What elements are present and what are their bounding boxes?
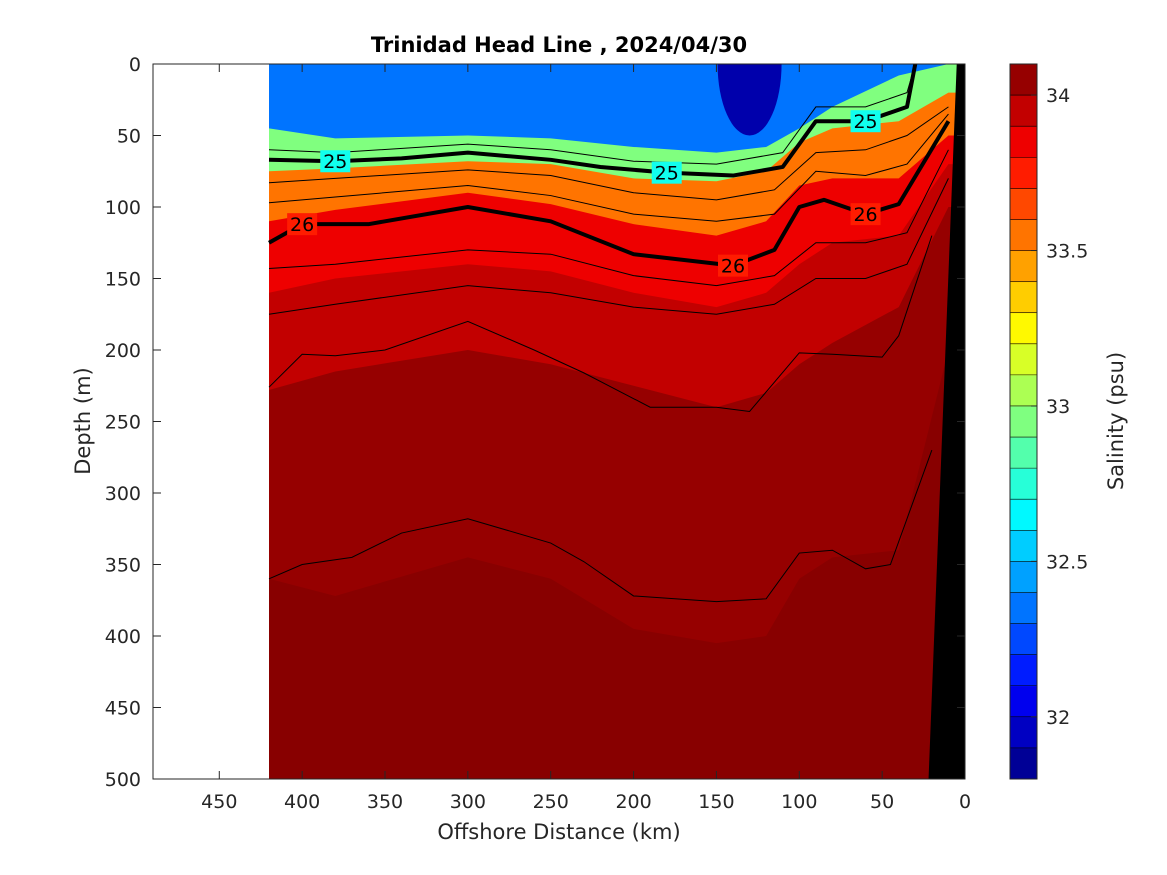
colorbar-level: [1010, 374, 1037, 407]
thin-contour-line: [268, 235, 933, 413]
contour-label: 26: [290, 214, 314, 236]
x-tick-label: 250: [533, 791, 569, 813]
colorbar-level: [1010, 281, 1037, 314]
x-tick-label: 450: [201, 791, 237, 813]
contour-label-bg: [850, 203, 881, 226]
colorbar-level: [1010, 499, 1037, 531]
colorbar-level: [1010, 685, 1037, 718]
colorbar-tick-label: 34: [1046, 85, 1070, 107]
y-tick-label: 450: [105, 698, 141, 720]
colorbar-level: [1010, 405, 1037, 438]
y-axis-ticks: 0 50 100 150 200 250 300 350 400 450 500: [105, 54, 965, 791]
colorbar-tick-label: 32.5: [1046, 551, 1088, 573]
seafloor-shape: [928, 64, 965, 779]
salinity-layers: [269, 64, 965, 779]
y-tick-label: 200: [105, 340, 141, 362]
colorbar-level: [1010, 126, 1037, 158]
x-tick-label: 300: [450, 791, 486, 813]
colorbar-level: [1010, 654, 1037, 687]
contour-label: 26: [721, 256, 745, 278]
colorbar-label: Salinity (psu): [1104, 352, 1128, 490]
contour-label: 25: [853, 111, 877, 133]
contour-label: 25: [323, 151, 347, 173]
y-tick-label: 400: [105, 626, 141, 648]
y-tick-label: 50: [117, 126, 141, 148]
thin-contour-line: [268, 449, 933, 603]
colorbar-level: [1010, 95, 1037, 127]
colorbar-level: [1010, 592, 1037, 625]
y-tick-label: 500: [105, 769, 141, 791]
contour-label-bg: [850, 110, 881, 133]
colorbar: 32 32.5 33 33.5 34: [1009, 63, 1088, 780]
colorbar-level: [1010, 716, 1037, 749]
y-axis-label: Depth (m): [71, 367, 95, 474]
colorbar-tick-label: 33: [1046, 396, 1070, 418]
x-tick-label: 350: [367, 791, 403, 813]
colorbar-level: [1010, 219, 1037, 252]
y-tick-label: 300: [105, 483, 141, 505]
y-tick-label: 100: [105, 197, 141, 219]
colorbar-level: [1010, 437, 1037, 469]
contour-label-bg: [651, 161, 682, 184]
contour-label-bg: [287, 213, 318, 236]
x-axis-label: Offshore Distance (km): [437, 820, 680, 844]
bathymetry: [928, 64, 965, 779]
contour-label: 25: [655, 163, 679, 185]
x-tick-label: 0: [959, 791, 971, 813]
colorbar-tick-label: 33.5: [1046, 241, 1088, 263]
colorbar-level: [1010, 747, 1037, 780]
salinity-layer: [269, 64, 965, 153]
y-tick-label: 250: [105, 412, 141, 434]
contour-label-bg: [320, 150, 351, 173]
thin-contour-line: [268, 178, 949, 315]
chart-title: Trinidad Head Line , 2024/04/30: [371, 33, 747, 57]
thin-contour-line: [268, 149, 949, 287]
colorbar-level: [1010, 343, 1037, 376]
colorbar-frame: [1009, 63, 1038, 780]
thin-contour-line: [268, 106, 949, 201]
x-axis-ticks: 450 400 350 300 250 200 150 100 50 0: [201, 64, 971, 813]
colorbar-level: [1010, 64, 1037, 96]
y-tick-label: 150: [105, 269, 141, 291]
colorbar-level: [1010, 188, 1037, 220]
contour-lines: 25 25 25 26 26 26: [268, 64, 951, 603]
x-tick-label: 100: [781, 791, 817, 813]
x-tick-label: 400: [284, 791, 320, 813]
y-tick-label: 350: [105, 555, 141, 577]
thin-contour-line: [268, 113, 949, 222]
colorbar-level: [1010, 312, 1037, 345]
thin-contour-line: [268, 64, 916, 165]
colorbar-level: [1010, 530, 1037, 562]
contour-label-bg: [718, 254, 748, 277]
colorbar-tick-label: 32: [1046, 707, 1070, 729]
colorbar-level: [1010, 250, 1037, 283]
low-salinity-cell: [717, 64, 782, 136]
colorbar-level: [1010, 468, 1037, 500]
contour-label: 26: [853, 204, 877, 226]
colorbar-level: [1010, 157, 1037, 189]
x-tick-label: 150: [698, 791, 734, 813]
x-tick-label: 50: [870, 791, 894, 813]
x-tick-label: 200: [615, 791, 651, 813]
colorbar-level: [1010, 561, 1037, 593]
colorbar-level: [1010, 623, 1037, 656]
y-tick-label: 0: [129, 54, 141, 76]
